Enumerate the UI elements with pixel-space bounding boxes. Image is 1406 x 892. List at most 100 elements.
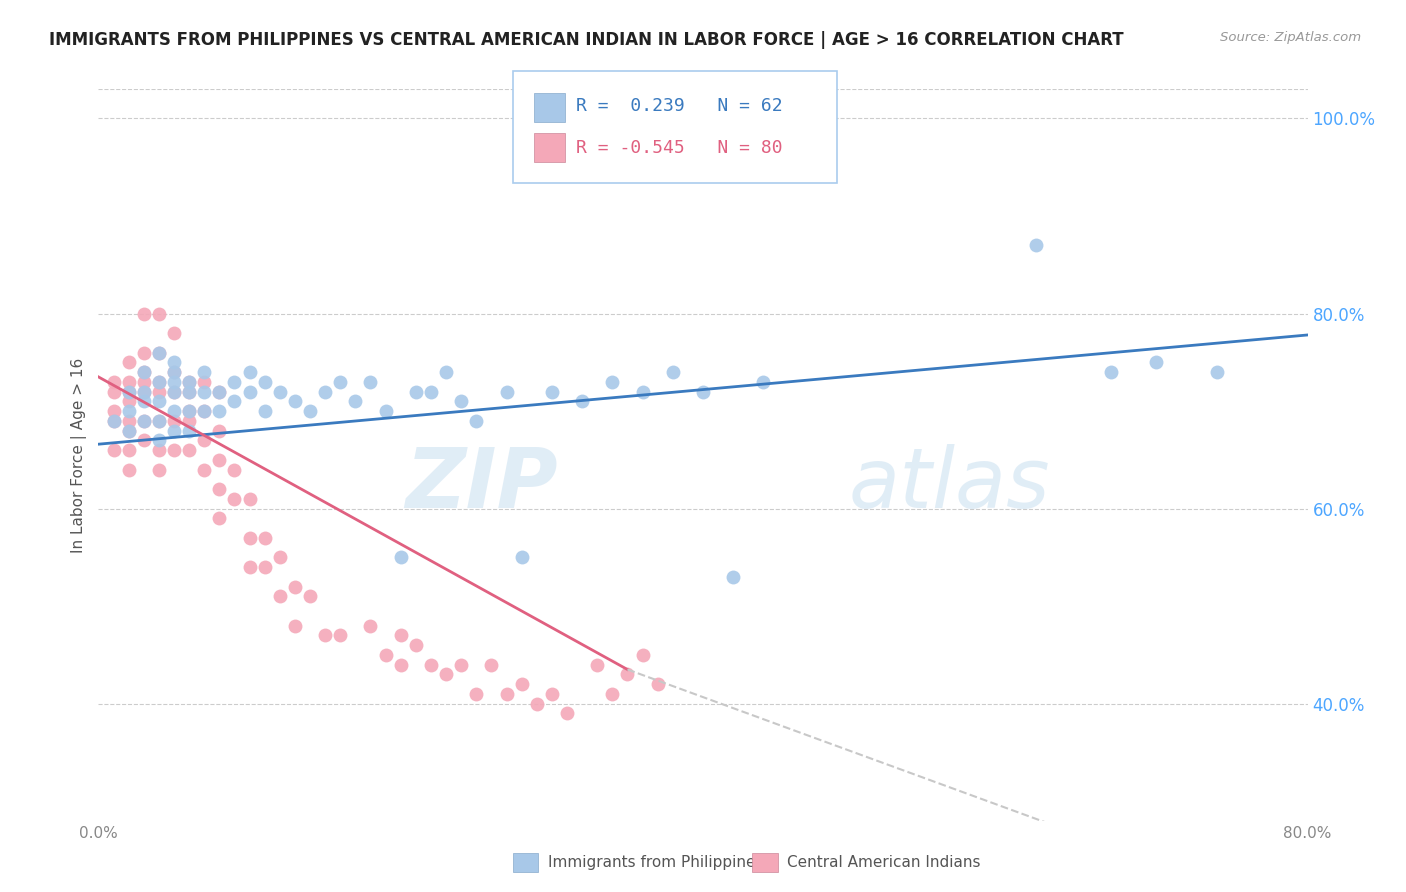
Point xyxy=(434,667,457,681)
Point xyxy=(132,384,155,399)
Point xyxy=(118,355,141,369)
Point xyxy=(193,434,215,448)
Point xyxy=(132,384,155,399)
Point xyxy=(752,375,775,389)
Point xyxy=(103,375,125,389)
Point xyxy=(179,424,201,438)
Point xyxy=(179,375,201,389)
Point xyxy=(179,384,201,399)
Point xyxy=(148,394,170,409)
Point xyxy=(193,462,215,476)
Point xyxy=(163,424,186,438)
Point xyxy=(540,687,562,701)
Point xyxy=(179,404,201,418)
Point xyxy=(465,414,488,428)
Point xyxy=(526,697,548,711)
Point xyxy=(495,687,517,701)
Point xyxy=(284,618,307,632)
Point xyxy=(148,306,170,320)
Point xyxy=(208,404,231,418)
Point xyxy=(239,560,262,574)
Point xyxy=(118,462,141,476)
Point xyxy=(132,365,155,379)
Point xyxy=(314,384,336,399)
Point xyxy=(103,384,125,399)
Point xyxy=(163,355,186,369)
Point xyxy=(193,365,215,379)
Text: R =  0.239   N = 62: R = 0.239 N = 62 xyxy=(576,97,783,115)
Point xyxy=(103,443,125,458)
Point xyxy=(132,394,155,409)
Point xyxy=(329,375,352,389)
Point xyxy=(148,375,170,389)
Point xyxy=(389,628,412,642)
Point xyxy=(163,384,186,399)
Point xyxy=(148,414,170,428)
Point xyxy=(374,648,396,662)
Point xyxy=(253,531,276,545)
Point xyxy=(299,590,322,604)
Text: R = -0.545   N = 80: R = -0.545 N = 80 xyxy=(576,139,783,157)
Point xyxy=(481,657,503,672)
Text: Source: ZipAtlas.com: Source: ZipAtlas.com xyxy=(1220,31,1361,45)
Point xyxy=(148,434,170,448)
Point xyxy=(148,384,170,399)
Point xyxy=(163,414,186,428)
Point xyxy=(495,384,517,399)
Point xyxy=(555,706,578,721)
Point xyxy=(224,394,246,409)
Point xyxy=(179,375,201,389)
Point xyxy=(692,384,714,399)
Point xyxy=(118,384,141,399)
Point xyxy=(239,491,262,506)
Point xyxy=(239,384,262,399)
Text: Immigrants from Philippines: Immigrants from Philippines xyxy=(548,855,763,870)
Point xyxy=(118,424,141,438)
Point xyxy=(132,375,155,389)
Point xyxy=(631,648,654,662)
Point xyxy=(208,511,231,525)
Point xyxy=(602,687,624,701)
Point xyxy=(163,443,186,458)
Point xyxy=(132,365,155,379)
Point xyxy=(208,384,231,399)
Point xyxy=(602,375,624,389)
Point xyxy=(193,375,215,389)
Point xyxy=(208,482,231,496)
Point xyxy=(148,345,170,359)
Text: ZIP: ZIP xyxy=(405,443,558,524)
Point xyxy=(239,531,262,545)
Point xyxy=(163,404,186,418)
Point xyxy=(193,404,215,418)
Point xyxy=(224,375,246,389)
Point xyxy=(647,677,669,691)
Point xyxy=(193,384,215,399)
Point xyxy=(253,404,276,418)
Point xyxy=(586,657,609,672)
Point xyxy=(269,590,291,604)
Point xyxy=(179,384,201,399)
Point xyxy=(420,657,443,672)
Point xyxy=(420,384,443,399)
Point xyxy=(179,443,201,458)
Point xyxy=(269,550,291,565)
Point xyxy=(239,365,262,379)
Text: IMMIGRANTS FROM PHILIPPINES VS CENTRAL AMERICAN INDIAN IN LABOR FORCE | AGE > 16: IMMIGRANTS FROM PHILIPPINES VS CENTRAL A… xyxy=(49,31,1123,49)
Point xyxy=(329,628,352,642)
Point xyxy=(405,638,427,652)
Point xyxy=(1206,365,1229,379)
Point xyxy=(163,365,186,379)
Point xyxy=(510,550,533,565)
Point xyxy=(631,384,654,399)
Point xyxy=(208,424,231,438)
Point xyxy=(253,560,276,574)
Point xyxy=(118,414,141,428)
Point xyxy=(118,394,141,409)
Point xyxy=(405,384,427,399)
Point xyxy=(360,375,382,389)
Point xyxy=(723,570,745,584)
Point xyxy=(148,375,170,389)
Point xyxy=(1024,238,1046,252)
Point xyxy=(179,414,201,428)
Point xyxy=(163,326,186,340)
